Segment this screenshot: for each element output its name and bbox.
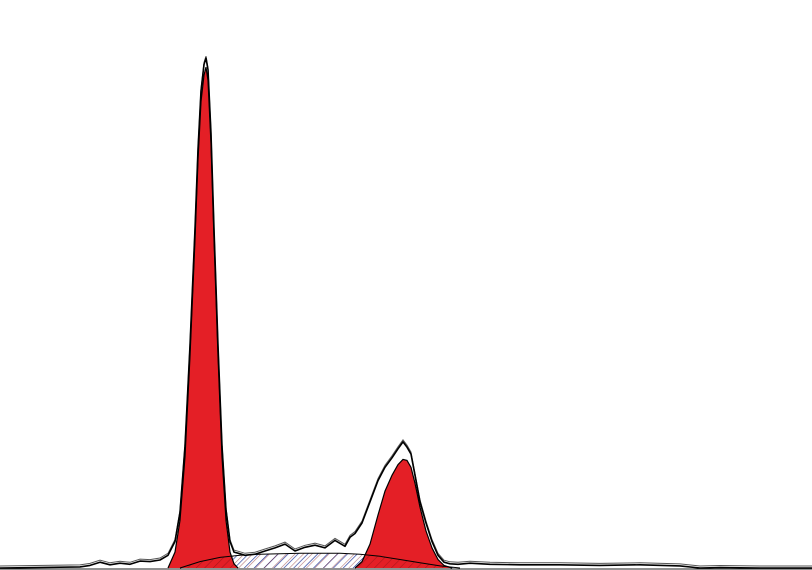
s-phase-fit-line <box>179 552 461 569</box>
overlap-hatch-area <box>180 553 460 568</box>
g0-g1-peak-area <box>168 67 238 568</box>
g2-m-peak-area <box>355 459 452 568</box>
histogram-trace-line <box>0 57 812 569</box>
g2-m-fit-line <box>354 458 453 569</box>
